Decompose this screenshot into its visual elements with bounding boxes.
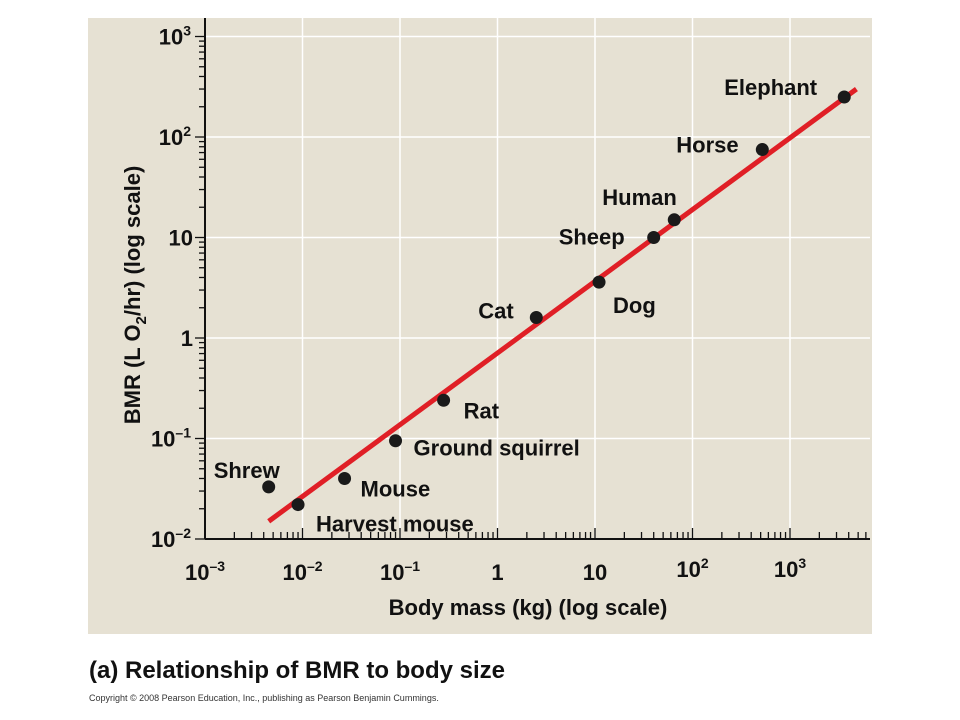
fit-line-group [267, 87, 858, 524]
data-point [389, 434, 403, 448]
x-tick-label: 10–3 [185, 558, 225, 585]
y-tick-label: 103 [159, 23, 191, 50]
x-tick-label: 102 [676, 555, 708, 582]
tick-labels: 10–3 10–2 10–1 1 10 102 103 10–2 10–1 1 10 102 103 [151, 23, 806, 586]
data-point [437, 393, 451, 407]
chart-panel: Shrew Harvest mouse Mouse Ground squirrel Ra… [88, 18, 872, 634]
data-points [262, 90, 851, 512]
x-tick-label: 1 [491, 560, 503, 585]
x-tick-label: 10 [583, 560, 607, 585]
y-tick-label: 10–2 [151, 525, 191, 552]
point-label: Horse [676, 133, 738, 158]
point-label: Rat [464, 398, 500, 423]
data-point [667, 213, 681, 227]
y-tick-label: 1 [181, 326, 193, 351]
point-label: Harvest mouse [316, 512, 474, 537]
figure-caption: (a) Relationship of BMR to body size [89, 657, 506, 684]
y-tick-label: 10 [169, 226, 193, 251]
point-label: Shrew [214, 458, 281, 483]
copyright-notice: Copyright © 2008 Pearson Education, Inc.… [89, 693, 439, 703]
data-point [291, 498, 305, 512]
point-label: Sheep [559, 225, 625, 250]
fit-line [267, 87, 858, 524]
point-labels: Shrew Harvest mouse Mouse Ground squirrel Ra… [214, 75, 818, 537]
bmr-chart: Shrew Harvest mouse Mouse Ground squirrel Ra… [88, 18, 872, 634]
point-label: Dog [613, 293, 656, 318]
point-label: Human [602, 185, 677, 210]
data-point [647, 231, 661, 244]
grid [205, 18, 870, 539]
data-point [529, 310, 543, 324]
x-axis-title: Body mass (kg) (log scale) [389, 595, 668, 620]
point-label: Elephant [724, 75, 818, 100]
data-point [837, 90, 851, 104]
x-tick-label: 10–2 [282, 558, 322, 585]
x-tick-label: 103 [774, 555, 806, 582]
data-point [755, 143, 769, 157]
y-axis-title: BMR (L O2/hr) (log scale) [120, 166, 150, 425]
x-tick-label: 10–1 [380, 558, 420, 585]
y-tick-label: 102 [159, 123, 191, 150]
data-point [338, 471, 352, 485]
axes [195, 18, 870, 540]
data-point [262, 480, 276, 494]
point-label: Mouse [361, 476, 431, 501]
point-label: Ground squirrel [414, 436, 580, 461]
data-point [592, 275, 606, 289]
point-label: Cat [478, 298, 514, 323]
plot-background [88, 18, 872, 634]
y-tick-label: 10–1 [151, 425, 191, 452]
